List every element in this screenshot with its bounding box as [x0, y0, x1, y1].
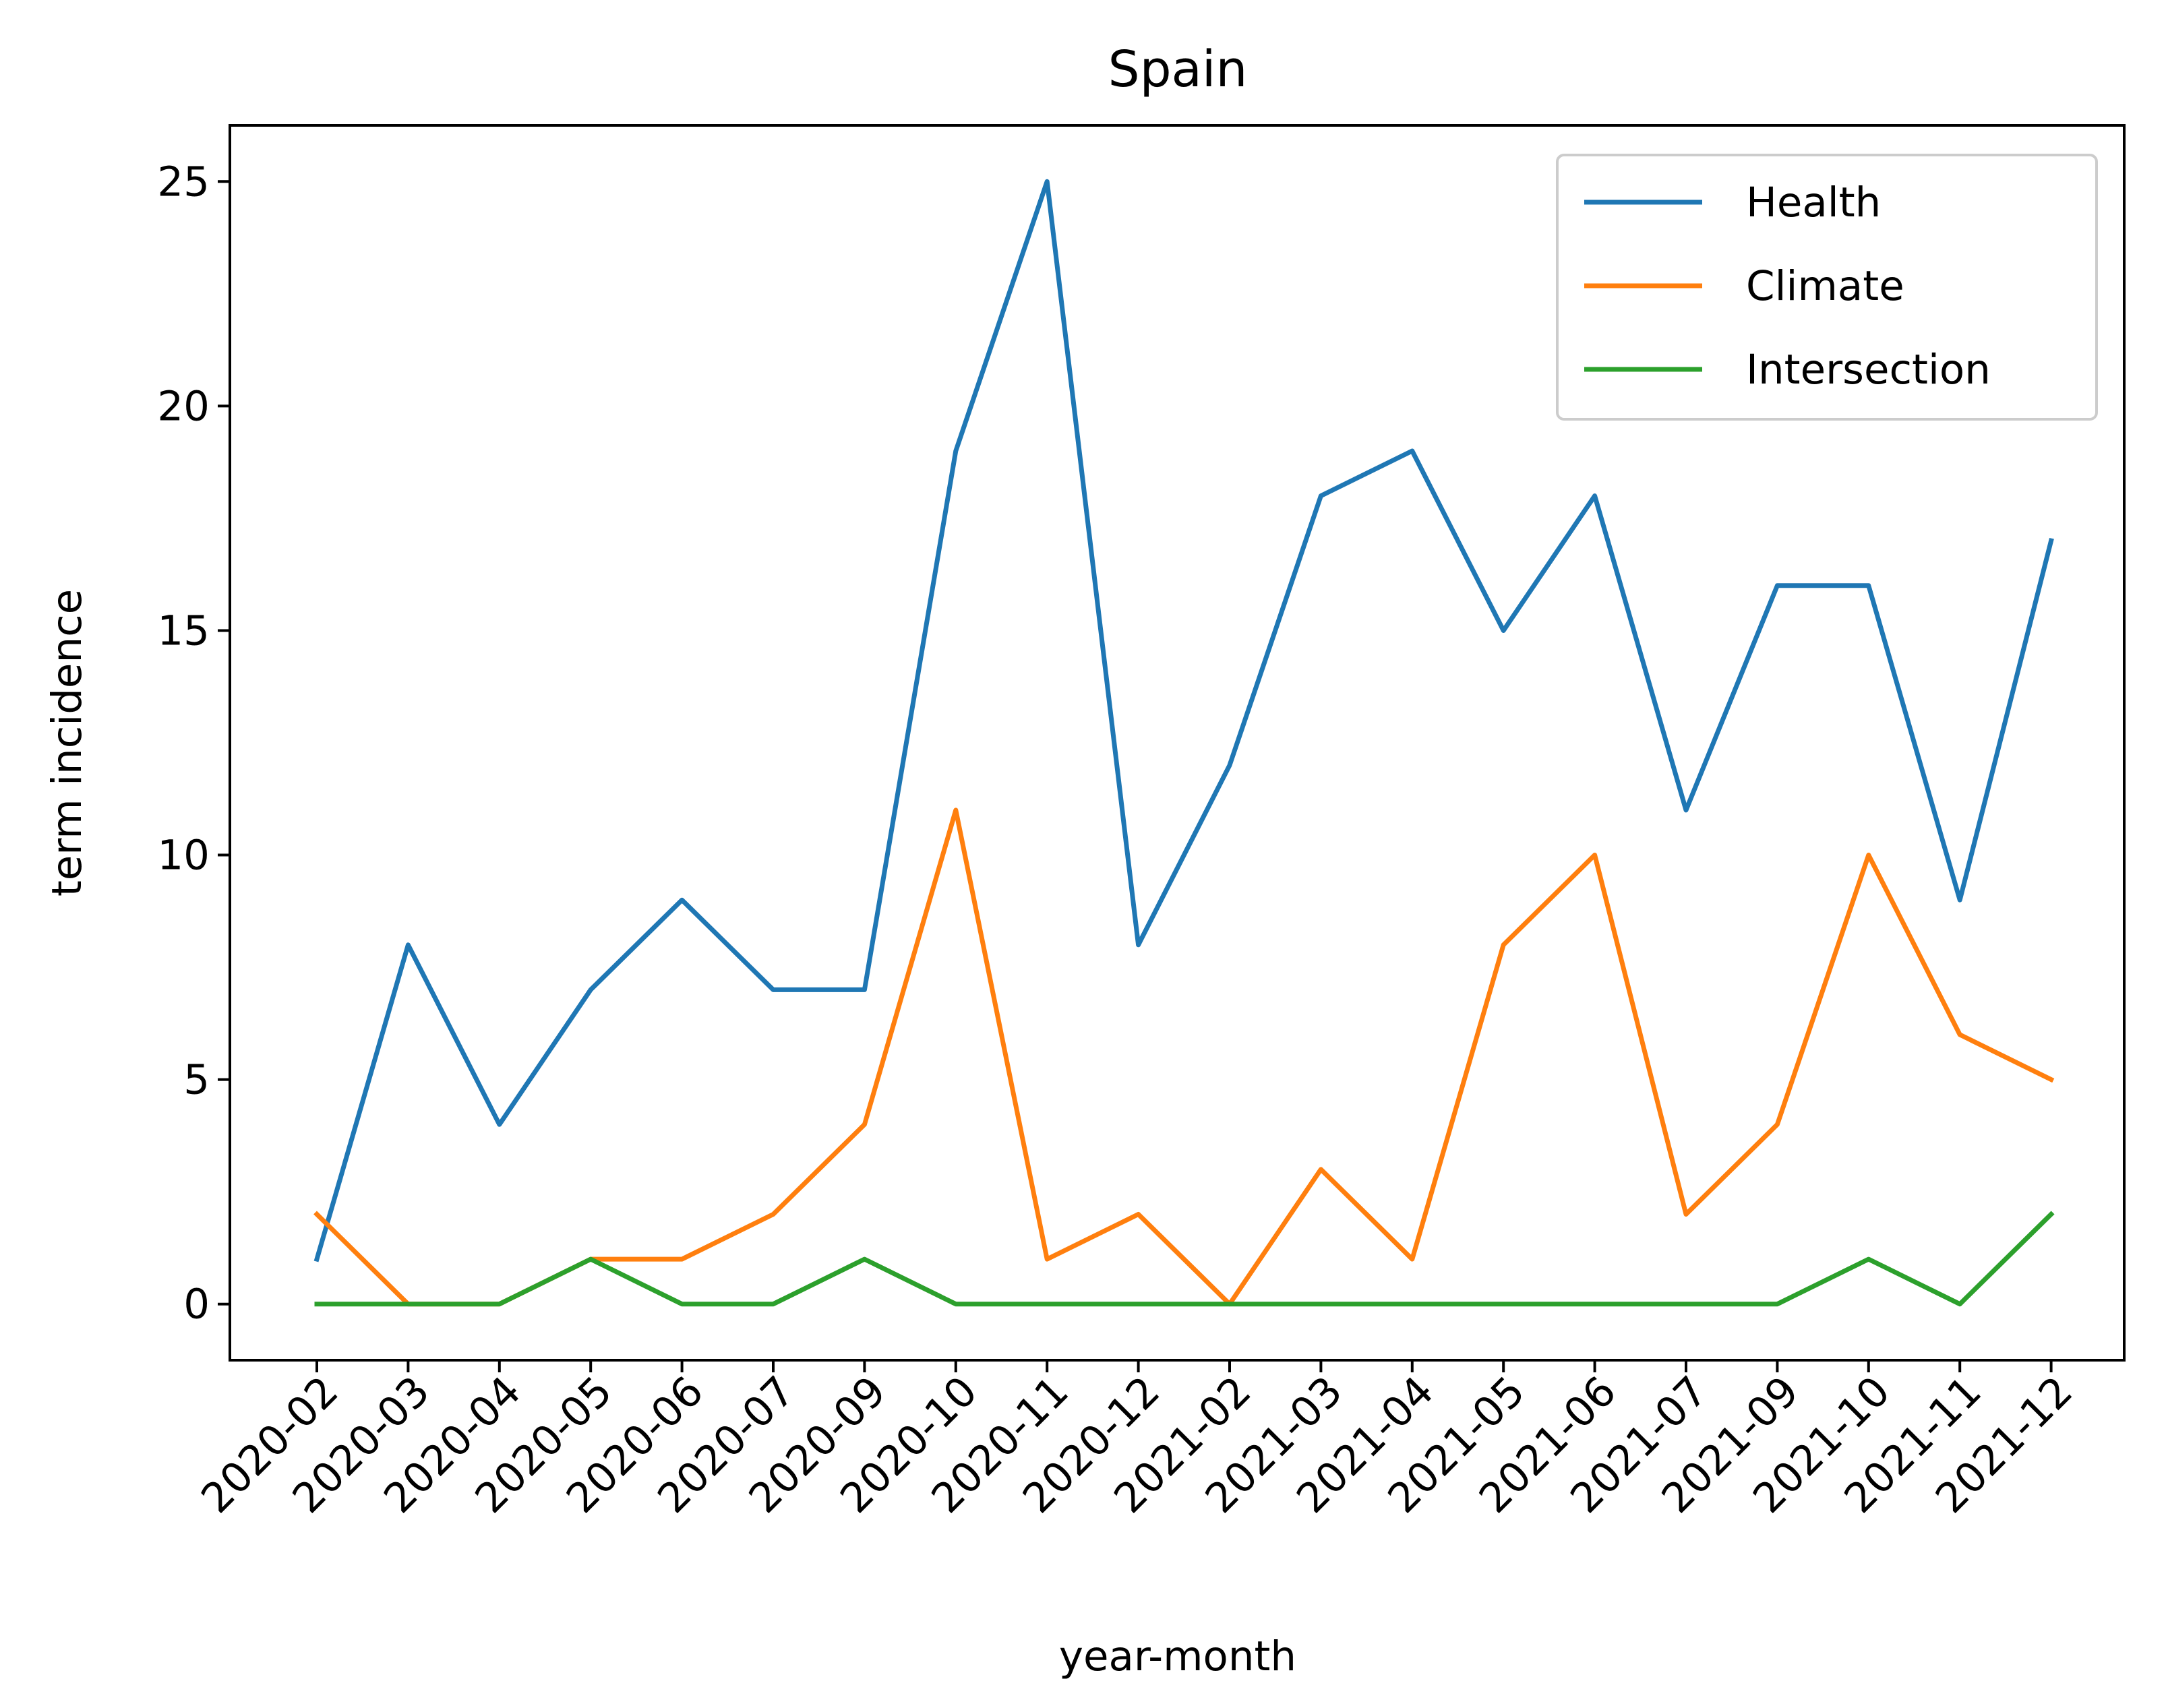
y-axis-label: term incidence: [43, 589, 91, 896]
series-lines: [313, 179, 2055, 1307]
series-line-intersection: [314, 1211, 2055, 1307]
y-tick-label: 5: [183, 1056, 210, 1104]
legend-label-climate: Climate: [1746, 262, 1904, 310]
legend-label-intersection: Intersection: [1746, 346, 1991, 394]
legend-box: [1556, 154, 2098, 421]
series-line-health: [313, 179, 2054, 1262]
legend: Health Climate Intersection: [1556, 154, 2098, 421]
y-tick-label: 25: [157, 158, 210, 206]
legend-label-health: Health: [1746, 179, 1881, 226]
y-tick-label: 20: [157, 382, 210, 430]
series-line-climate: [313, 807, 2055, 1307]
y-tick-label: 15: [157, 607, 210, 654]
y-axis: 0 5 10 15 20 25: [157, 158, 230, 1329]
plot-area: [229, 124, 2126, 1362]
chart-title: Spain: [1108, 40, 1248, 98]
x-axis: 2020-022020-032020-042020-052020-062020-…: [192, 1360, 2082, 1523]
y-tick-label: 0: [183, 1281, 210, 1329]
x-axis-label: year-month: [1059, 1633, 1296, 1680]
y-tick-label: 10: [157, 832, 210, 880]
